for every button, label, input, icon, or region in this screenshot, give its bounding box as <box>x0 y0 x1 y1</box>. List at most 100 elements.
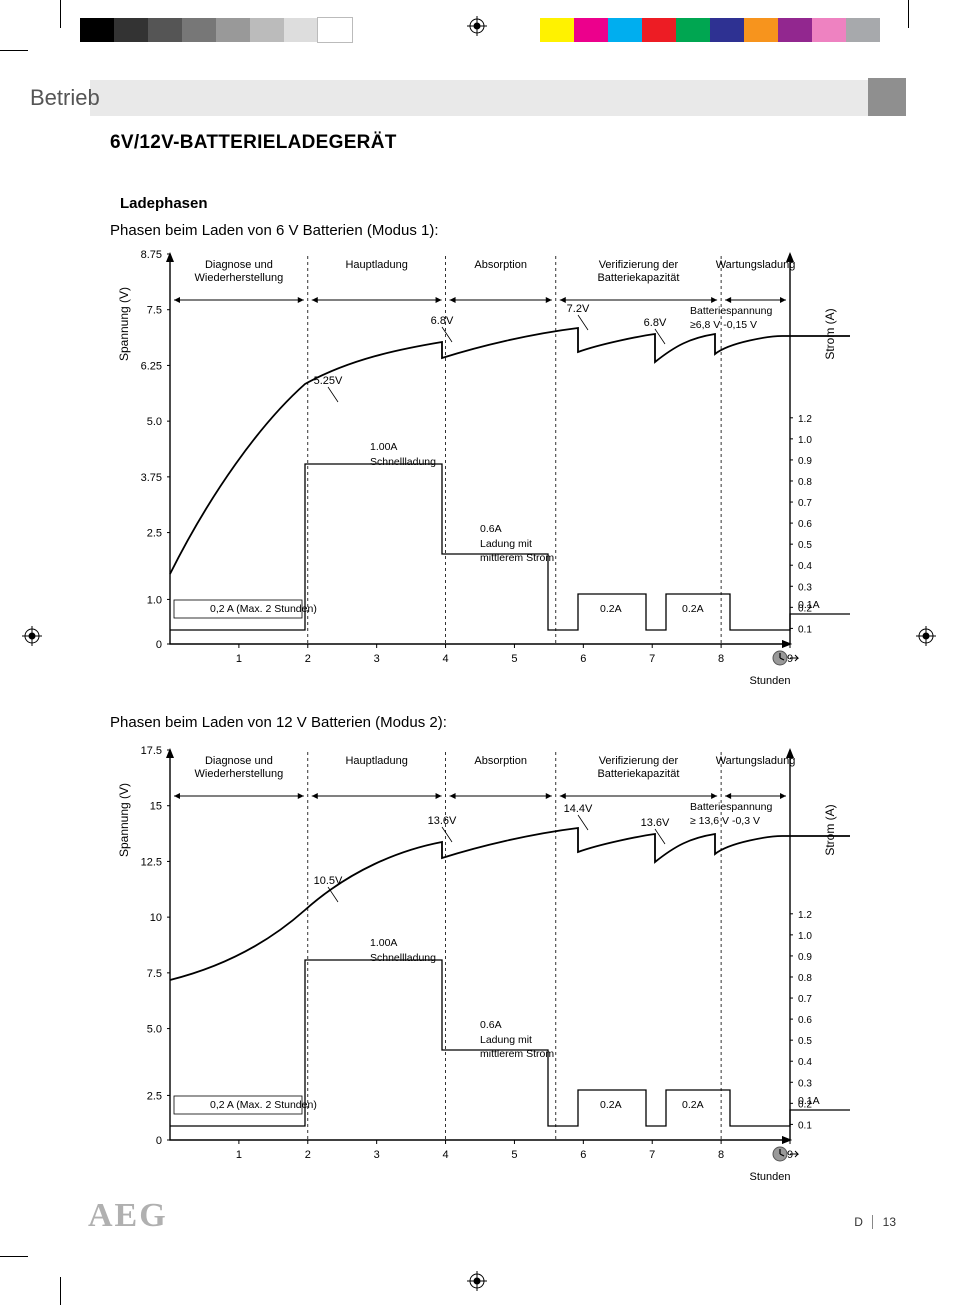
svg-text:5.0: 5.0 <box>147 1024 162 1036</box>
svg-text:≥ 13,6 V -0,3 V: ≥ 13,6 V -0,3 V <box>690 815 760 827</box>
svg-text:6.8V: 6.8V <box>431 315 454 327</box>
svg-text:Spannung (V): Spannung (V) <box>117 287 131 361</box>
svg-text:10.5V: 10.5V <box>314 875 343 887</box>
svg-text:Strom (A): Strom (A) <box>823 804 837 855</box>
svg-text:1.0: 1.0 <box>147 594 162 606</box>
svg-text:2.5: 2.5 <box>147 528 162 540</box>
svg-text:0.7: 0.7 <box>798 498 812 509</box>
svg-text:1.2: 1.2 <box>798 910 812 921</box>
svg-text:Batteriekapazität: Batteriekapazität <box>597 768 679 780</box>
svg-text:13.6V: 13.6V <box>641 817 670 829</box>
svg-text:1.0: 1.0 <box>798 931 812 942</box>
svg-text:Stunden: Stunden <box>750 675 791 687</box>
svg-text:Diagnose und: Diagnose und <box>205 259 273 271</box>
caption-chart2: Phasen beim Laden von 12 V Batterien (Mo… <box>110 714 447 731</box>
svg-text:Batteriespannung: Batteriespannung <box>690 801 772 813</box>
svg-text:0.5: 0.5 <box>798 540 812 551</box>
svg-text:1: 1 <box>236 653 242 665</box>
svg-text:2: 2 <box>305 1149 311 1161</box>
svg-text:0.1A: 0.1A <box>798 1095 820 1107</box>
svg-text:0.2A: 0.2A <box>682 1099 704 1111</box>
svg-text:8.75: 8.75 <box>141 249 162 261</box>
svg-text:7.2V: 7.2V <box>567 303 590 315</box>
svg-text:13.6V: 13.6V <box>428 815 457 827</box>
svg-text:1.00A: 1.00A <box>370 441 397 453</box>
svg-text:10: 10 <box>150 912 162 924</box>
grayscale-swatch-bar <box>80 18 352 42</box>
chart-12v-phases: Diagnose undWiederherstellungHauptladung… <box>110 740 850 1200</box>
svg-text:7.5: 7.5 <box>147 305 162 317</box>
svg-text:6.25: 6.25 <box>141 360 162 372</box>
svg-text:0.1: 0.1 <box>798 624 812 635</box>
svg-text:14.4V: 14.4V <box>564 803 593 815</box>
svg-text:Schnellladung: Schnellladung <box>370 456 436 468</box>
svg-text:1.0: 1.0 <box>798 435 812 446</box>
footer-page: 13 <box>883 1215 896 1229</box>
chart-6v-phases: Diagnose undWiederherstellungHauptladung… <box>110 244 850 704</box>
svg-text:15: 15 <box>150 801 162 813</box>
registration-mark-icon <box>467 16 487 36</box>
caption-chart1: Phasen beim Laden von 6 V Batterien (Mod… <box>110 222 439 239</box>
svg-text:9: 9 <box>787 653 793 665</box>
svg-text:Stunden: Stunden <box>750 1171 791 1183</box>
svg-text:Ladung mit: Ladung mit <box>480 538 532 550</box>
svg-text:0.6A: 0.6A <box>480 523 502 535</box>
svg-text:Schnellladung: Schnellladung <box>370 952 436 964</box>
svg-text:0.4: 0.4 <box>798 1057 812 1068</box>
color-swatch-bar <box>540 18 880 42</box>
svg-text:0: 0 <box>156 1135 162 1147</box>
svg-text:0,2 A (Max. 2 Stunden): 0,2 A (Max. 2 Stunden) <box>210 603 317 615</box>
svg-text:0,2 A (Max. 2 Stunden): 0,2 A (Max. 2 Stunden) <box>210 1099 317 1111</box>
svg-text:Hauptladung: Hauptladung <box>345 755 407 767</box>
svg-text:5.0: 5.0 <box>147 416 162 428</box>
svg-text:6.8V: 6.8V <box>644 317 667 329</box>
svg-text:8: 8 <box>718 1149 724 1161</box>
header-corner-block <box>868 78 906 116</box>
svg-text:Wartungsladung: Wartungsladung <box>716 259 796 271</box>
footer-lang: D <box>854 1215 863 1229</box>
svg-text:Verifizierung der: Verifizierung der <box>599 755 679 767</box>
svg-text:6: 6 <box>580 653 586 665</box>
svg-text:12.5: 12.5 <box>141 856 162 868</box>
svg-text:0.3: 0.3 <box>798 582 812 593</box>
svg-text:Strom (A): Strom (A) <box>823 308 837 359</box>
svg-text:Verifizierung der: Verifizierung der <box>599 259 679 271</box>
svg-text:8: 8 <box>718 653 724 665</box>
svg-text:0.8: 0.8 <box>798 973 812 984</box>
svg-text:Spannung (V): Spannung (V) <box>117 783 131 857</box>
svg-text:0.8: 0.8 <box>798 477 812 488</box>
svg-text:4: 4 <box>442 1149 448 1161</box>
svg-text:Wartungsladung: Wartungsladung <box>716 755 796 767</box>
svg-text:6: 6 <box>580 1149 586 1161</box>
svg-text:Ladung mit: Ladung mit <box>480 1034 532 1046</box>
svg-text:Absorption: Absorption <box>474 755 527 767</box>
svg-text:2: 2 <box>305 653 311 665</box>
svg-text:5.25V: 5.25V <box>314 375 343 387</box>
svg-text:0.4: 0.4 <box>798 561 812 572</box>
svg-text:17.5: 17.5 <box>141 745 162 757</box>
svg-text:0.6: 0.6 <box>798 519 812 530</box>
svg-text:Absorption: Absorption <box>474 259 527 271</box>
svg-text:0.9: 0.9 <box>798 952 812 963</box>
svg-text:mittlerem Strom: mittlerem Strom <box>480 1048 554 1060</box>
brand-logo: AEG <box>88 1197 168 1235</box>
svg-text:0.1: 0.1 <box>798 1120 812 1131</box>
header-band: Betrieb <box>90 80 904 116</box>
svg-text:0.6: 0.6 <box>798 1015 812 1026</box>
svg-text:1: 1 <box>236 1149 242 1161</box>
registration-mark-icon <box>467 1271 487 1291</box>
svg-text:4: 4 <box>442 653 448 665</box>
svg-text:7: 7 <box>649 653 655 665</box>
svg-text:0.3: 0.3 <box>798 1078 812 1089</box>
svg-text:5: 5 <box>511 1149 517 1161</box>
svg-text:0: 0 <box>156 639 162 651</box>
svg-text:5: 5 <box>511 653 517 665</box>
svg-text:Batteriespannung: Batteriespannung <box>690 305 772 317</box>
svg-text:1.00A: 1.00A <box>370 937 397 949</box>
svg-text:1.2: 1.2 <box>798 414 812 425</box>
svg-text:7.5: 7.5 <box>147 968 162 980</box>
svg-text:3: 3 <box>374 653 380 665</box>
svg-text:0.1A: 0.1A <box>798 599 820 611</box>
svg-text:Diagnose und: Diagnose und <box>205 755 273 767</box>
svg-text:0.6A: 0.6A <box>480 1019 502 1031</box>
